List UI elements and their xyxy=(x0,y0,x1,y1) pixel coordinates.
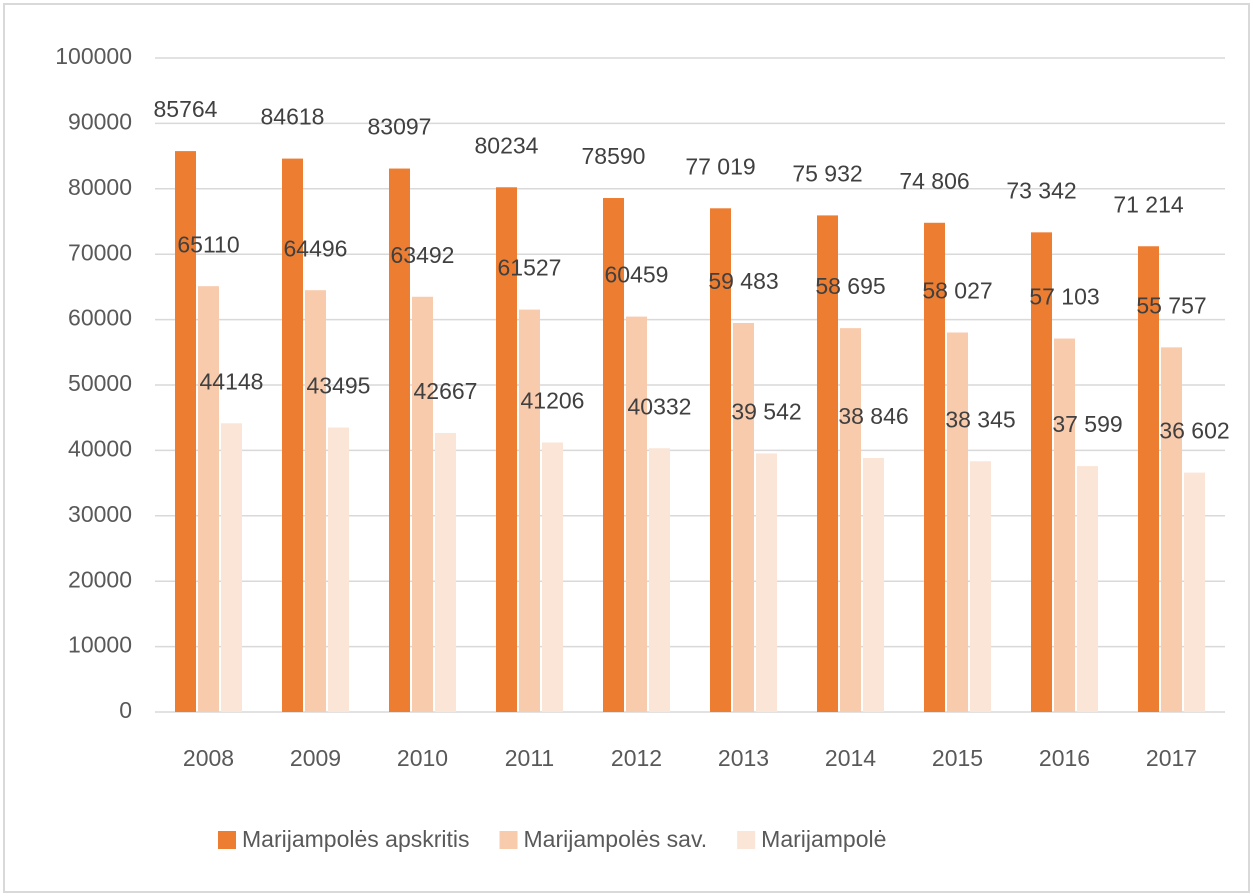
bar xyxy=(710,208,731,712)
data-label: 63492 xyxy=(391,242,455,268)
bar xyxy=(175,151,196,712)
data-label: 85764 xyxy=(154,96,218,122)
bar xyxy=(947,332,968,712)
bar xyxy=(542,442,563,712)
bar xyxy=(733,322,754,712)
y-tick-label: 50000 xyxy=(68,370,132,396)
y-tick-label: 40000 xyxy=(68,435,132,461)
data-label: 38 846 xyxy=(838,403,908,429)
x-tick-label: 2015 xyxy=(932,745,983,771)
data-label: 43495 xyxy=(307,373,371,399)
data-label: 39 542 xyxy=(731,398,801,424)
legend-swatch xyxy=(499,831,518,849)
bar xyxy=(221,423,242,712)
legend-swatch xyxy=(218,831,236,849)
bar xyxy=(519,309,540,712)
bar xyxy=(435,432,456,712)
x-tick-label: 2014 xyxy=(825,745,876,771)
data-label: 37 599 xyxy=(1052,411,1122,437)
bar xyxy=(1161,347,1182,712)
data-label: 42667 xyxy=(414,378,478,404)
x-tick-label: 2013 xyxy=(718,745,769,771)
y-tick-label: 30000 xyxy=(68,501,132,527)
data-label: 78590 xyxy=(582,143,646,169)
data-label: 58 027 xyxy=(922,278,992,304)
legend-label: Marijampolė xyxy=(761,826,886,852)
y-tick-label: 20000 xyxy=(68,566,132,592)
bar xyxy=(970,461,991,712)
bar xyxy=(389,168,410,712)
bar xyxy=(626,316,647,712)
bar xyxy=(603,198,624,713)
data-label: 80234 xyxy=(475,132,539,158)
bar xyxy=(649,448,670,712)
data-label: 60459 xyxy=(605,262,669,288)
bar xyxy=(1031,232,1052,712)
legend-label: Marijampolės sav. xyxy=(524,826,708,852)
data-label: 71 214 xyxy=(1113,191,1184,217)
y-tick-label: 90000 xyxy=(68,108,132,134)
y-tick-label: 100000 xyxy=(55,43,132,69)
x-tick-label: 2011 xyxy=(505,745,554,771)
data-label: 84618 xyxy=(261,104,325,130)
data-label: 61527 xyxy=(498,255,562,281)
bar xyxy=(924,222,945,713)
x-tick-label: 2012 xyxy=(611,745,662,771)
bar xyxy=(328,427,349,712)
bar xyxy=(863,457,884,712)
bar xyxy=(496,187,517,712)
y-tick-label: 70000 xyxy=(68,239,132,265)
y-tick-label: 10000 xyxy=(68,632,132,658)
y-tick-label: 60000 xyxy=(68,305,132,331)
bar xyxy=(1054,338,1075,712)
data-label: 64496 xyxy=(284,235,348,261)
bar xyxy=(817,215,838,712)
bar xyxy=(756,453,777,712)
data-label: 83097 xyxy=(368,114,432,140)
bar xyxy=(282,158,303,713)
data-label: 65110 xyxy=(177,231,239,257)
data-label: 73 342 xyxy=(1006,177,1076,203)
x-tick-label: 2009 xyxy=(290,745,341,771)
x-tick-label: 2008 xyxy=(183,745,234,771)
legend-label: Marijampolės apskritis xyxy=(242,826,470,852)
data-label: 41206 xyxy=(521,388,585,414)
data-label: 58 695 xyxy=(815,273,885,299)
data-label: 59 483 xyxy=(708,268,778,294)
data-label: 55 757 xyxy=(1136,292,1206,318)
x-tick-label: 2016 xyxy=(1039,745,1090,771)
data-label: 74 806 xyxy=(899,168,969,194)
y-tick-label: 80000 xyxy=(68,174,132,200)
y-tick-label: 0 xyxy=(119,697,132,723)
bar xyxy=(305,290,326,712)
x-tick-label: 2017 xyxy=(1146,745,1197,771)
data-label: 36 602 xyxy=(1159,418,1229,444)
data-label: 57 103 xyxy=(1029,284,1099,310)
bar xyxy=(1138,246,1159,712)
bar xyxy=(1184,472,1205,712)
bar xyxy=(1077,466,1098,712)
data-label: 75 932 xyxy=(792,160,862,186)
data-label: 40332 xyxy=(628,393,692,419)
legend-swatch xyxy=(737,831,756,849)
data-label: 38 345 xyxy=(945,406,1015,432)
data-label: 77 019 xyxy=(685,153,755,179)
bar xyxy=(412,296,433,712)
data-label: 44148 xyxy=(200,368,264,394)
bar xyxy=(840,328,861,712)
x-tick-label: 2010 xyxy=(397,745,448,771)
bar xyxy=(198,286,219,712)
